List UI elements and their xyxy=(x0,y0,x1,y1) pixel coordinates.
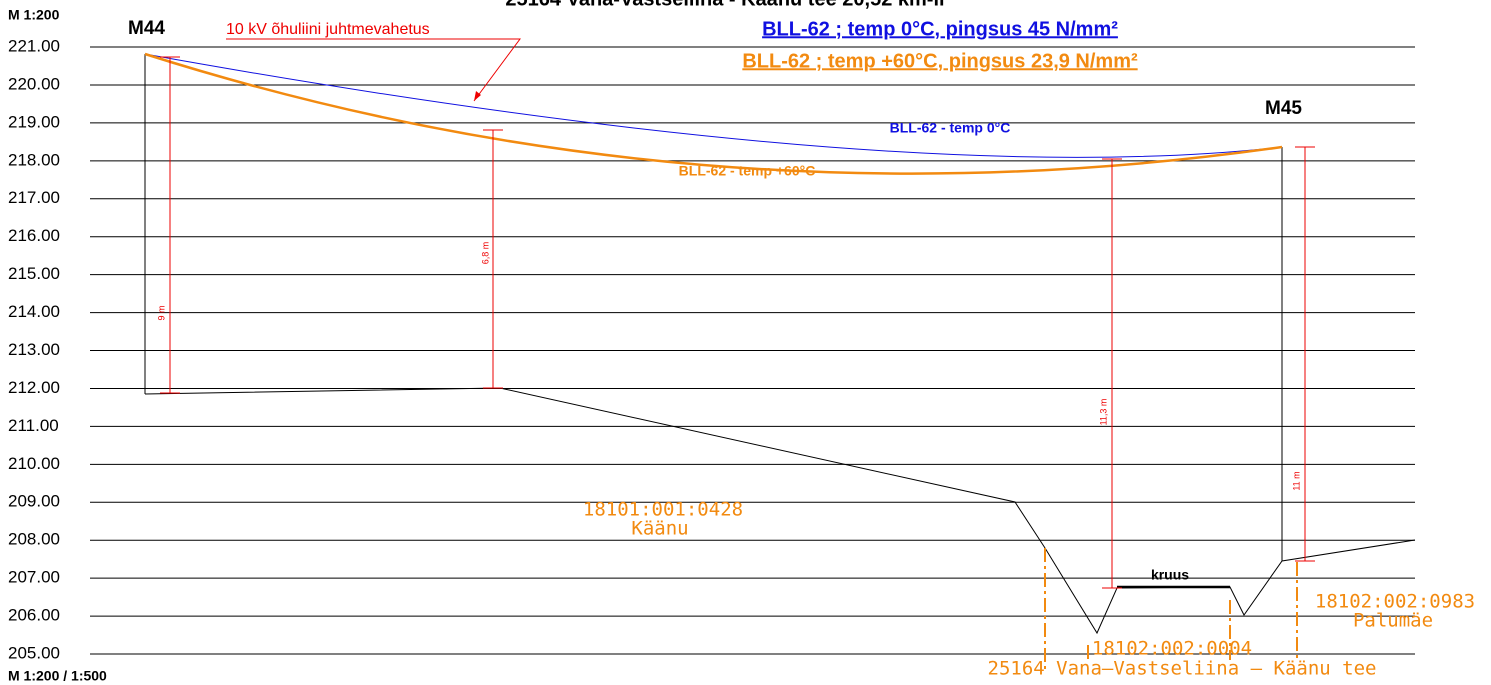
boundary xyxy=(1044,548,1298,670)
pole-label: M44 xyxy=(128,18,165,39)
elevation-label: 210.00 xyxy=(8,454,60,473)
legend-hot: BLL-62 ; temp +60°C, pingsus 23,9 N/mm² xyxy=(742,50,1138,72)
elevation-label: 215.00 xyxy=(8,264,60,283)
parcel-id: 18102:002:0004 xyxy=(1092,638,1252,660)
curve-label: BLL-62 - temp 0°C xyxy=(890,120,1011,136)
surface-label: kruus xyxy=(1151,567,1189,583)
elevation-label: 209.00 xyxy=(8,492,60,511)
clearance: 11,3 m xyxy=(1098,399,1108,426)
elevation-grid: 221.00 220.00 219.00 218.00 217.00 216.00 215.… xyxy=(8,36,1415,662)
pole-label: M45 xyxy=(1265,98,1302,119)
elevation-label: 207.00 xyxy=(8,568,60,587)
clearance: 11 m xyxy=(1291,471,1301,490)
elevation-label: 213.00 xyxy=(8,340,60,359)
elevation-label: 206.00 xyxy=(8,606,60,625)
elevation-label: 208.00 xyxy=(8,530,60,549)
note: 10 kV õhuliini juhtmevahetus xyxy=(226,21,430,38)
elevation-label: 205.00 xyxy=(8,643,60,662)
elevation-label: 217.00 xyxy=(8,188,60,207)
title: 25164 Vana-Vastseliina - Käänu tee 20,52… xyxy=(505,0,944,10)
arrow xyxy=(474,91,481,101)
conductor-cold xyxy=(144,53,1283,158)
pole xyxy=(144,54,1283,561)
legend-cold: BLL-62 ; temp 0°C, pingsus 45 N/mm² xyxy=(762,18,1118,40)
clearance: 9 m xyxy=(156,305,166,320)
elevation-label: 216.00 xyxy=(8,226,60,245)
ground-profile xyxy=(144,387,1416,635)
scale-bottom: M 1:200 / 1:500 xyxy=(8,668,107,684)
note-leader xyxy=(226,38,521,102)
elevation-label: 211.00 xyxy=(8,416,59,435)
parcel-id: 18101:001:0428 xyxy=(583,499,743,521)
clearance: 6,8 m xyxy=(480,242,490,265)
elevation-label: 219.00 xyxy=(8,112,60,131)
parcel-name: Palumäe xyxy=(1353,610,1433,632)
elevation-label: 220.00 xyxy=(8,74,60,93)
elevation-label: 214.00 xyxy=(8,302,60,321)
parcel-name: 25164 Vana–Vastseliina – Käänu tee xyxy=(988,658,1377,680)
elevation-label: 212.00 xyxy=(8,378,60,397)
elevation-label: 218.00 xyxy=(8,150,60,169)
scale-top: M 1:200 xyxy=(8,7,60,23)
elevation-label: 221.00 xyxy=(8,36,60,55)
conductor-hot xyxy=(144,52,1283,175)
dimension-line xyxy=(160,56,1315,589)
parcel-id: 18102:002:0983 xyxy=(1315,591,1475,613)
parcel-name: Käänu xyxy=(631,518,688,540)
